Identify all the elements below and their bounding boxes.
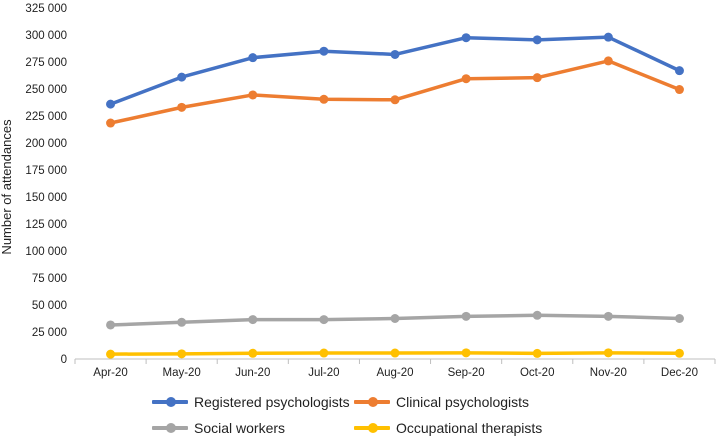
- x-tick-label: Oct-20: [520, 367, 555, 379]
- data-point: [674, 85, 684, 95]
- data-point: [390, 49, 400, 59]
- y-tick-label: 50 000: [32, 300, 67, 312]
- y-tick-label: 275 000: [25, 57, 67, 69]
- legend: Registered psychologists Clinical psychol…: [0, 388, 724, 438]
- series-line: [108, 59, 682, 125]
- data-point: [674, 66, 684, 76]
- data-point: [461, 74, 471, 84]
- legend-item: Registered psychologists: [150, 394, 350, 410]
- x-tick-label: Dec-20: [661, 367, 698, 379]
- data-point: [177, 317, 187, 327]
- series-layer: [106, 32, 684, 359]
- data-point: [177, 349, 187, 359]
- data-point: [319, 315, 329, 325]
- data-point: [106, 99, 116, 109]
- data-point: [106, 320, 116, 330]
- series-social-workers: [106, 310, 684, 330]
- legend-marker: [150, 422, 190, 434]
- data-point: [390, 95, 400, 105]
- data-point: [248, 348, 258, 358]
- data-point: [461, 311, 471, 321]
- data-point: [248, 315, 258, 325]
- data-point: [603, 311, 613, 321]
- x-tick-label: Jun-20: [235, 367, 270, 379]
- data-point: [390, 314, 400, 323]
- series-line: [108, 35, 682, 106]
- y-tick-label: 325 000: [25, 3, 67, 15]
- data-point: [603, 56, 613, 66]
- y-axis-ticks: 0 25 000 50 000 75 000 100 000 125 000 150 000…: [25, 3, 67, 366]
- data-point: [319, 46, 329, 56]
- legend-item: Occupational therapists: [352, 420, 542, 436]
- series-registered-psychologists: [106, 32, 684, 109]
- y-tick-label: 175 000: [25, 165, 67, 177]
- data-point: [532, 310, 542, 320]
- legend-label: Registered psychologists: [194, 394, 350, 410]
- data-point: [603, 32, 613, 42]
- y-tick-label: 225 000: [25, 111, 67, 123]
- legend-item: Clinical psychologists: [352, 394, 529, 410]
- x-tick-label: Sep-20: [448, 367, 485, 379]
- x-tick-label: May-20: [162, 367, 200, 379]
- x-tick-label: Apr-20: [93, 367, 128, 379]
- y-tick-label: 150 000: [25, 192, 67, 204]
- data-point: [177, 72, 187, 82]
- y-tick-label: 300 000: [25, 30, 67, 42]
- legend-label: Clinical psychologists: [396, 394, 530, 410]
- data-point: [674, 348, 684, 358]
- data-point: [674, 314, 684, 323]
- data-point: [532, 348, 542, 358]
- data-point: [319, 348, 329, 358]
- y-tick-label: 25 000: [32, 327, 67, 339]
- data-point: [248, 53, 258, 63]
- data-point: [532, 73, 542, 83]
- legend-item: Social workers: [150, 420, 285, 436]
- data-point: [106, 118, 116, 128]
- y-tick-label: 125 000: [25, 219, 67, 231]
- data-point: [603, 348, 613, 358]
- series-clinical-psychologists: [106, 56, 684, 128]
- x-tick-label: Nov-20: [590, 367, 627, 379]
- y-tick-label: 0: [61, 354, 67, 366]
- data-point: [461, 348, 471, 358]
- data-point: [106, 349, 116, 359]
- y-tick-label: 200 000: [25, 138, 67, 150]
- x-tick-label: Aug-20: [376, 367, 413, 379]
- data-point: [177, 102, 187, 112]
- series-occupational-therapists: [106, 348, 684, 359]
- x-axis-ticks: Apr-20 May-20 Jun-20 Jul-20 Aug-20 Sep-20 Oct-…: [74, 359, 716, 379]
- data-point: [248, 90, 258, 100]
- legend-marker: [352, 396, 392, 408]
- legend-label: Occupational therapists: [396, 420, 543, 436]
- data-point: [390, 348, 400, 358]
- legend-label: Social workers: [194, 420, 286, 436]
- x-tick-label: Jul-20: [308, 367, 339, 379]
- legend-marker: [352, 422, 392, 434]
- y-axis-title: Number of attendances: [0, 119, 14, 255]
- data-point: [461, 33, 471, 43]
- y-tick-label: 75 000: [32, 273, 67, 285]
- data-point: [532, 35, 542, 45]
- data-point: [319, 94, 329, 104]
- legend-marker: [150, 396, 190, 408]
- y-tick-label: 250 000: [25, 84, 67, 96]
- y-tick-label: 100 000: [25, 246, 67, 258]
